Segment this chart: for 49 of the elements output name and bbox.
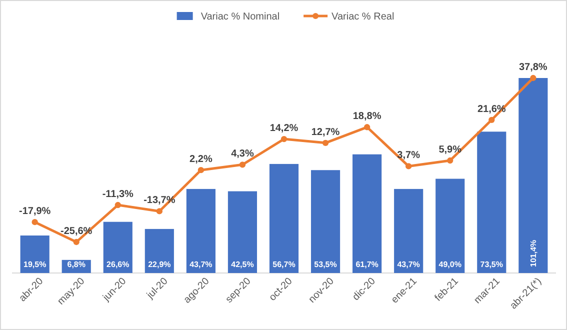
point — [405, 163, 412, 170]
data-label: 22,9% — [148, 260, 171, 269]
data-label: 43,7% — [190, 260, 212, 269]
data-label: 43,7% — [397, 260, 420, 269]
point — [32, 219, 38, 226]
data-label: -17,9% — [18, 206, 51, 218]
data-label: 6,8% — [67, 260, 86, 269]
data-label: 18,8% — [352, 111, 382, 122]
data-label: -11,3% — [102, 189, 134, 200]
point — [239, 162, 246, 168]
bar — [228, 191, 258, 273]
bar — [269, 164, 299, 273]
bar — [310, 170, 340, 273]
data-label: 2,2% — [190, 154, 212, 166]
data-label: 73,5% — [480, 260, 503, 269]
data-label: 37,8% — [518, 62, 548, 73]
point — [156, 208, 163, 214]
point — [530, 74, 536, 82]
bar — [186, 188, 216, 273]
data-label: 12,7% — [311, 126, 340, 138]
data-label: 14,2% — [270, 123, 298, 134]
data-label: 4,3% — [231, 148, 254, 160]
bar — [394, 188, 424, 273]
bar — [352, 154, 382, 273]
data-label: 49,0% — [438, 260, 462, 269]
bar — [103, 222, 132, 273]
point — [447, 157, 454, 164]
bar — [144, 228, 174, 273]
bar — [477, 132, 506, 273]
legend-label: Variac % Real — [332, 12, 394, 22]
point — [364, 124, 370, 130]
legend-label: Variac % Nominal — [200, 12, 280, 22]
data-label: 3,7% — [397, 150, 420, 162]
point — [322, 140, 329, 146]
point — [114, 202, 121, 208]
bar — [518, 78, 548, 273]
data-label: 53,5% — [314, 260, 337, 269]
bar — [20, 236, 50, 273]
data-label: 101,4% — [529, 240, 538, 267]
point — [198, 167, 204, 174]
data-label: 26,6% — [106, 260, 130, 269]
point — [488, 116, 495, 123]
point — [280, 136, 288, 142]
data-label: 19,5% — [23, 260, 46, 269]
bar — [436, 178, 465, 273]
data-label: 56,7% — [272, 260, 296, 269]
data-label: 42,5% — [231, 260, 254, 269]
data-label: 61,7% — [356, 260, 378, 269]
point — [73, 238, 80, 246]
